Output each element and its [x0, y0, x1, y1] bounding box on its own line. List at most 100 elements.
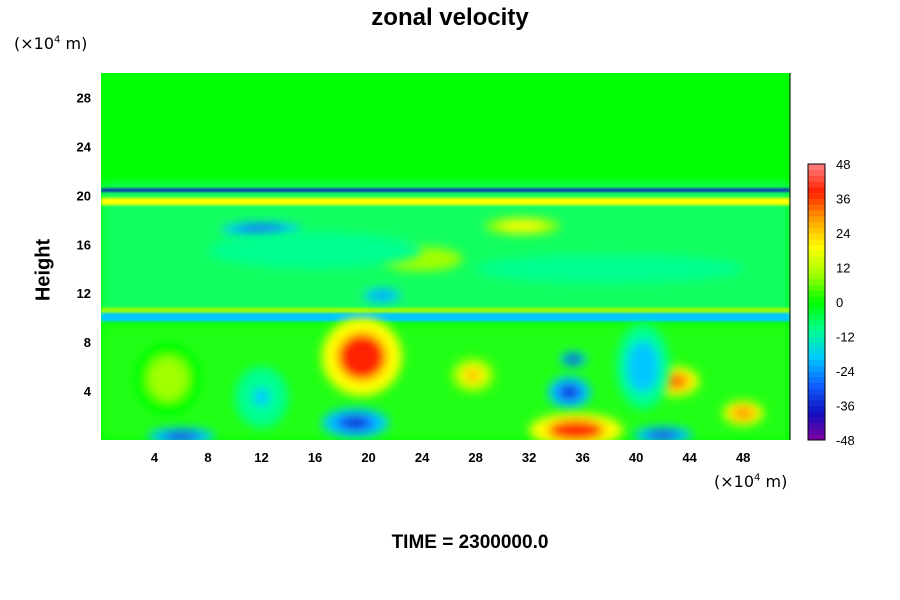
- field-band: [101, 197, 790, 206]
- colorbar-segment: [808, 336, 825, 343]
- field-cell: [484, 217, 560, 235]
- colorbar-segment: [808, 434, 825, 441]
- colorbar-segment: [808, 244, 825, 251]
- colorbar-segment: [808, 296, 825, 303]
- y-tick-label: 16: [77, 237, 91, 252]
- colorbar-segment: [808, 365, 825, 372]
- field-cell-core: [282, 244, 348, 256]
- field-cell: [451, 358, 495, 393]
- x-tick-label: 32: [522, 450, 536, 465]
- colorbar-tick-label: 36: [836, 192, 850, 207]
- colorbar-segment: [808, 204, 825, 211]
- colorbar-segment: [808, 175, 825, 182]
- x-tick-label: 12: [254, 450, 268, 465]
- colorbar-segment: [808, 313, 825, 320]
- colorbar-segment: [808, 221, 825, 228]
- colorbar-segment: [808, 273, 825, 280]
- field-cell: [633, 426, 693, 440]
- velocity-field: [101, 73, 790, 440]
- colorbar-segment: [808, 359, 825, 366]
- colorbar-segment: [808, 181, 825, 188]
- x-tick-label: 48: [736, 450, 750, 465]
- y-tick-label: 28: [77, 90, 91, 105]
- field-cell: [475, 254, 744, 284]
- x-tick-label: 16: [308, 450, 322, 465]
- x-tick-label: 28: [468, 450, 482, 465]
- field-cell-core: [410, 255, 435, 263]
- x-tick-label: 24: [415, 450, 430, 465]
- field-band: [101, 312, 790, 322]
- field-cell: [208, 232, 423, 269]
- colorbar-segment: [808, 279, 825, 286]
- field-cell-core: [345, 418, 366, 428]
- colorbar-segment: [808, 388, 825, 395]
- colorbar-segment: [808, 256, 825, 263]
- field-cell-core: [376, 293, 388, 298]
- colorbar-segment: [808, 238, 825, 245]
- field-cell-core: [569, 357, 578, 362]
- colorbar-segment: [808, 405, 825, 412]
- field-cell: [616, 323, 670, 410]
- x-tick-label: 40: [629, 450, 643, 465]
- colorbar-segment: [808, 267, 825, 274]
- y-tick-label: 4: [84, 384, 92, 399]
- colorbar-tick-label: -12: [836, 330, 855, 345]
- field-cell-core: [569, 264, 650, 274]
- field-cell-core: [171, 433, 192, 439]
- colorbar: 48 36 24 12 0 -12 -24 -36 -48: [807, 157, 855, 448]
- colorbar-segment: [808, 192, 825, 199]
- field-cell: [321, 317, 403, 396]
- colorbar-segment: [808, 411, 825, 418]
- colorbar-tick-label: -48: [836, 433, 855, 448]
- colorbar-segment: [808, 325, 825, 332]
- field-cell: [529, 413, 623, 440]
- y-tick-label: 8: [84, 335, 91, 350]
- x-tick-label: 4: [151, 450, 159, 465]
- y-axis-ticks: 4 8 12 16 20 24 28: [77, 90, 92, 399]
- field-cell: [559, 351, 587, 367]
- colorbar-segment: [808, 261, 825, 268]
- field-cell-core: [561, 425, 590, 436]
- field-cell-core: [634, 353, 651, 380]
- colorbar-segment: [808, 233, 825, 240]
- colorbar-segment: [808, 428, 825, 435]
- field-cell-core: [466, 370, 480, 381]
- colorbar-tick-label: -36: [836, 399, 855, 414]
- field-cell-core: [249, 227, 274, 232]
- field-cell-core: [654, 432, 672, 438]
- colorbar-segment: [808, 169, 825, 176]
- field-cell: [134, 342, 202, 416]
- colorbar-segment: [808, 227, 825, 234]
- field-cell-core: [349, 345, 374, 369]
- x-axis-unit: (×104 m): [714, 472, 788, 491]
- colorbar-tick-label: 48: [836, 157, 850, 172]
- colorbar-segment: [808, 422, 825, 429]
- field-band: [101, 188, 790, 192]
- colorbar-segment: [808, 330, 825, 337]
- colorbar-segment: [808, 307, 825, 314]
- field-cell-core: [562, 387, 576, 398]
- field-cell: [723, 400, 764, 426]
- chart-title: zonal velocity: [371, 4, 529, 31]
- colorbar-segment: [808, 394, 825, 401]
- field-cell-core: [737, 409, 750, 417]
- colorbar-segment: [808, 342, 825, 349]
- colorbar-tick-label: 12: [836, 261, 850, 276]
- field-band: [101, 307, 790, 316]
- colorbar-segment: [808, 371, 825, 378]
- field-cell: [321, 408, 389, 438]
- colorbar-segment: [808, 399, 825, 406]
- field-cell-core: [511, 223, 534, 229]
- colorbar-segment: [808, 250, 825, 257]
- colorbar-segment: [808, 302, 825, 309]
- colorbar-segment: [808, 382, 825, 389]
- x-axis-ticks: 4 8 12 16 20 24 28 32 36 40 44 48: [151, 450, 751, 465]
- colorbar-tick-label: -24: [836, 364, 855, 379]
- x-tick-label: 20: [361, 450, 375, 465]
- colorbar-segment: [808, 198, 825, 205]
- colorbar-segment: [808, 417, 825, 424]
- y-axis-unit: (×104 m): [14, 34, 88, 53]
- colorbar-tick-label: 0: [836, 295, 843, 310]
- colorbar-segment: [808, 376, 825, 383]
